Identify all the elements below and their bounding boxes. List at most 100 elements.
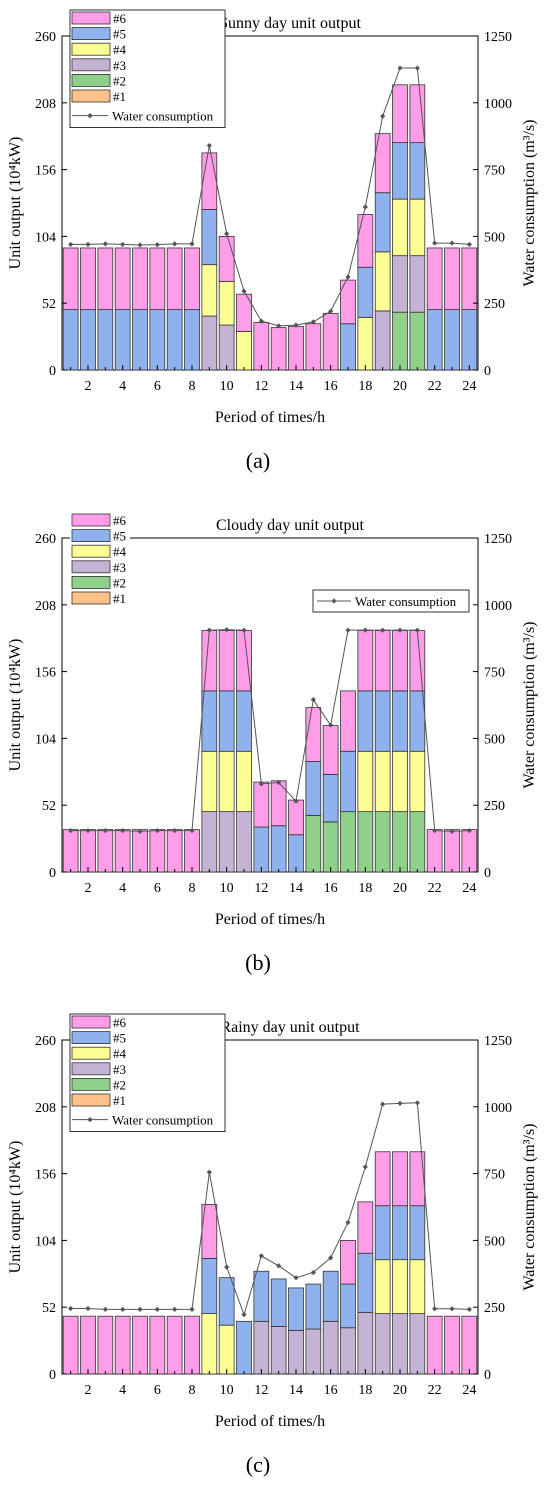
- y2-tick-label: 250: [484, 1301, 505, 1316]
- bar-segment: [201, 315, 218, 371]
- water-point: [137, 828, 143, 834]
- legend-swatch: [71, 42, 111, 56]
- water-point: [206, 142, 212, 149]
- bar-segment: [201, 811, 218, 873]
- x-tick-label: 16: [324, 379, 338, 394]
- y-tick-label: 260: [35, 532, 56, 547]
- bar-segment: [357, 750, 374, 813]
- water-point: [380, 113, 386, 119]
- y2-tick-label: 1000: [484, 97, 512, 112]
- bar-segment: [444, 247, 460, 311]
- x-tick-label: 22: [428, 881, 442, 896]
- water-point: [154, 1306, 160, 1312]
- y-tick-label: 104: [35, 1234, 56, 1249]
- x-tick-label: 8: [189, 379, 196, 394]
- y2-tick-label: 500: [484, 230, 505, 245]
- water-point: [380, 1101, 386, 1107]
- bar-segment: [392, 690, 408, 752]
- y-tick-label: 52: [42, 297, 56, 312]
- water-point: [466, 241, 472, 248]
- bar-segment: [392, 630, 408, 692]
- bar-segment: [392, 750, 408, 813]
- y-tick-label: 208: [35, 1101, 56, 1116]
- legend-swatch: [71, 74, 111, 87]
- bar-segment: [114, 1315, 131, 1375]
- water-point: [224, 627, 230, 633]
- bar-segment: [253, 781, 270, 828]
- legend-swatch: [71, 591, 111, 605]
- bar-segment: [305, 815, 322, 873]
- y-tick-label: 104: [35, 732, 56, 747]
- bar-segment: [149, 829, 166, 873]
- legend-label: #4: [113, 42, 127, 57]
- y-tick-label: 260: [35, 30, 56, 45]
- water-point: [276, 1263, 282, 1269]
- water-point: [362, 627, 368, 633]
- legend-swatch: [71, 1093, 111, 1107]
- bar-segment: [461, 309, 478, 371]
- bar-segment: [288, 325, 304, 371]
- bar-segment: [357, 316, 374, 371]
- legend-swatch: [71, 1062, 111, 1076]
- bar-segment: [97, 309, 114, 371]
- bar-segment: [340, 750, 356, 813]
- bar-segment: [97, 247, 114, 311]
- water-point: [276, 779, 282, 786]
- legend-label: #1: [113, 1093, 126, 1108]
- y-axis-label: Unit output (10⁴kW): [7, 137, 24, 270]
- water-point: [328, 722, 334, 728]
- bar-segment: [444, 1315, 460, 1375]
- water-point: [310, 697, 316, 703]
- water-point: [449, 828, 455, 834]
- bar-segment: [62, 247, 79, 311]
- water-point: [414, 627, 420, 633]
- bar-segment: [392, 1151, 408, 1207]
- x-axis-label: Period of times/h: [215, 1413, 325, 1430]
- x-tick-label: 10: [220, 881, 234, 896]
- bar-segment: [288, 834, 304, 873]
- chart-title: Rainy day unit output: [220, 1019, 360, 1036]
- bar-segment: [288, 1287, 304, 1331]
- legend-label: #5: [113, 1031, 126, 1046]
- bar-segment: [357, 690, 374, 752]
- legend-swatch: [71, 1078, 111, 1091]
- legend: #6#5#4#3#2#1 Water consumption: [69, 9, 226, 128]
- bar-segment: [340, 811, 356, 873]
- bar-segment: [166, 1315, 183, 1375]
- bar-segment: [132, 1315, 148, 1375]
- water-point: [397, 627, 403, 633]
- water-point: [362, 1164, 368, 1170]
- bar-segment: [374, 690, 391, 752]
- bar-segment: [374, 1151, 391, 1207]
- bar-segment: [426, 309, 443, 371]
- bar-segment: [80, 309, 96, 371]
- legend-label: #2: [113, 73, 126, 88]
- water-point: [102, 827, 108, 834]
- x-tick-label: 18: [358, 379, 372, 394]
- bar-segment: [218, 280, 235, 326]
- legend-label: Water consumption: [355, 594, 457, 609]
- water-point: [449, 240, 455, 246]
- water-point: [120, 241, 126, 248]
- water-consumption-line: [70, 67, 470, 327]
- y2-axis-label: Water consumption (m³/s): [521, 1123, 538, 1290]
- bar-segment: [392, 311, 408, 371]
- water-point: [397, 65, 403, 71]
- water-point: [362, 204, 368, 210]
- bar-segment: [288, 799, 304, 836]
- x-tick-label: 6: [154, 881, 161, 896]
- bar-segment: [270, 327, 287, 371]
- water-legend-box: [312, 589, 470, 613]
- water-point: [432, 827, 438, 834]
- panel-caption: (b): [245, 950, 271, 975]
- bar-segment: [236, 690, 252, 752]
- bar-segment: [374, 251, 391, 312]
- bar-segment: [149, 247, 166, 311]
- legend-label: #6: [113, 11, 127, 26]
- water-point: [206, 1169, 212, 1175]
- legend-label: #4: [113, 544, 127, 559]
- bar-segment: [340, 1283, 356, 1329]
- bar-segment: [322, 313, 339, 371]
- bar-segment: [409, 690, 426, 752]
